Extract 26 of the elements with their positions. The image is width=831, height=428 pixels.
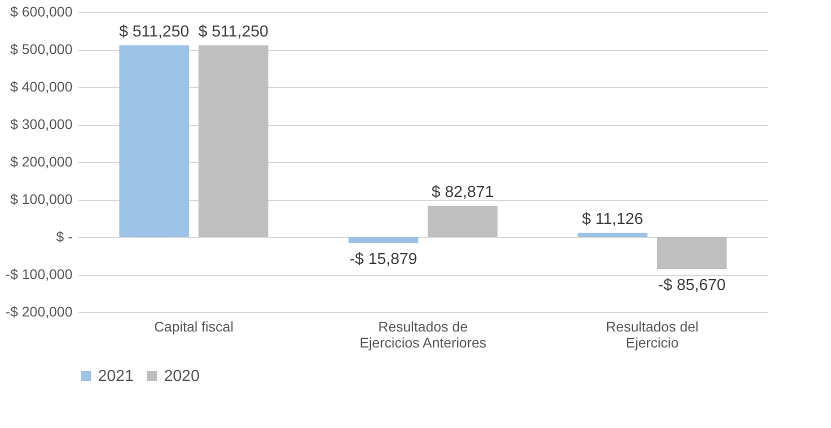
data-label: $ 511,250 <box>119 23 190 40</box>
y-tick-label: -$ 200,000 <box>6 304 73 320</box>
legend-label: 2020 <box>164 368 200 385</box>
y-tick-label: $ 300,000 <box>10 116 73 132</box>
bar <box>119 45 190 237</box>
data-label: $ 511,250 <box>198 23 268 40</box>
y-tick-label: $ 600,000 <box>10 4 73 20</box>
y-tick-label: $ - <box>56 228 73 244</box>
data-label: $ 82,871 <box>431 184 494 201</box>
bar <box>348 237 418 243</box>
x-tick-label: Resultados de Ejercicios Anteriores <box>360 318 486 350</box>
data-label: $ 11,126 <box>582 210 644 228</box>
bar <box>198 45 268 237</box>
data-label: -$ 85,670 <box>658 277 726 294</box>
y-tick-label: $ 400,000 <box>10 78 73 94</box>
x-tick-label: Capital fiscal <box>154 318 234 334</box>
bar <box>428 206 498 237</box>
y-tick-label: $ 500,000 <box>10 41 73 57</box>
y-tick-label: $ 200,000 <box>10 154 73 170</box>
x-tick-label: Resultados del Ejercicio <box>606 318 699 350</box>
y-tick-label: $ 100,000 <box>10 191 73 207</box>
data-label: -$ 15,879 <box>350 250 418 268</box>
y-tick-label: -$ 100,000 <box>6 266 73 282</box>
bar <box>578 232 648 237</box>
legend-label: 2021 <box>98 368 134 385</box>
bar <box>656 237 727 270</box>
